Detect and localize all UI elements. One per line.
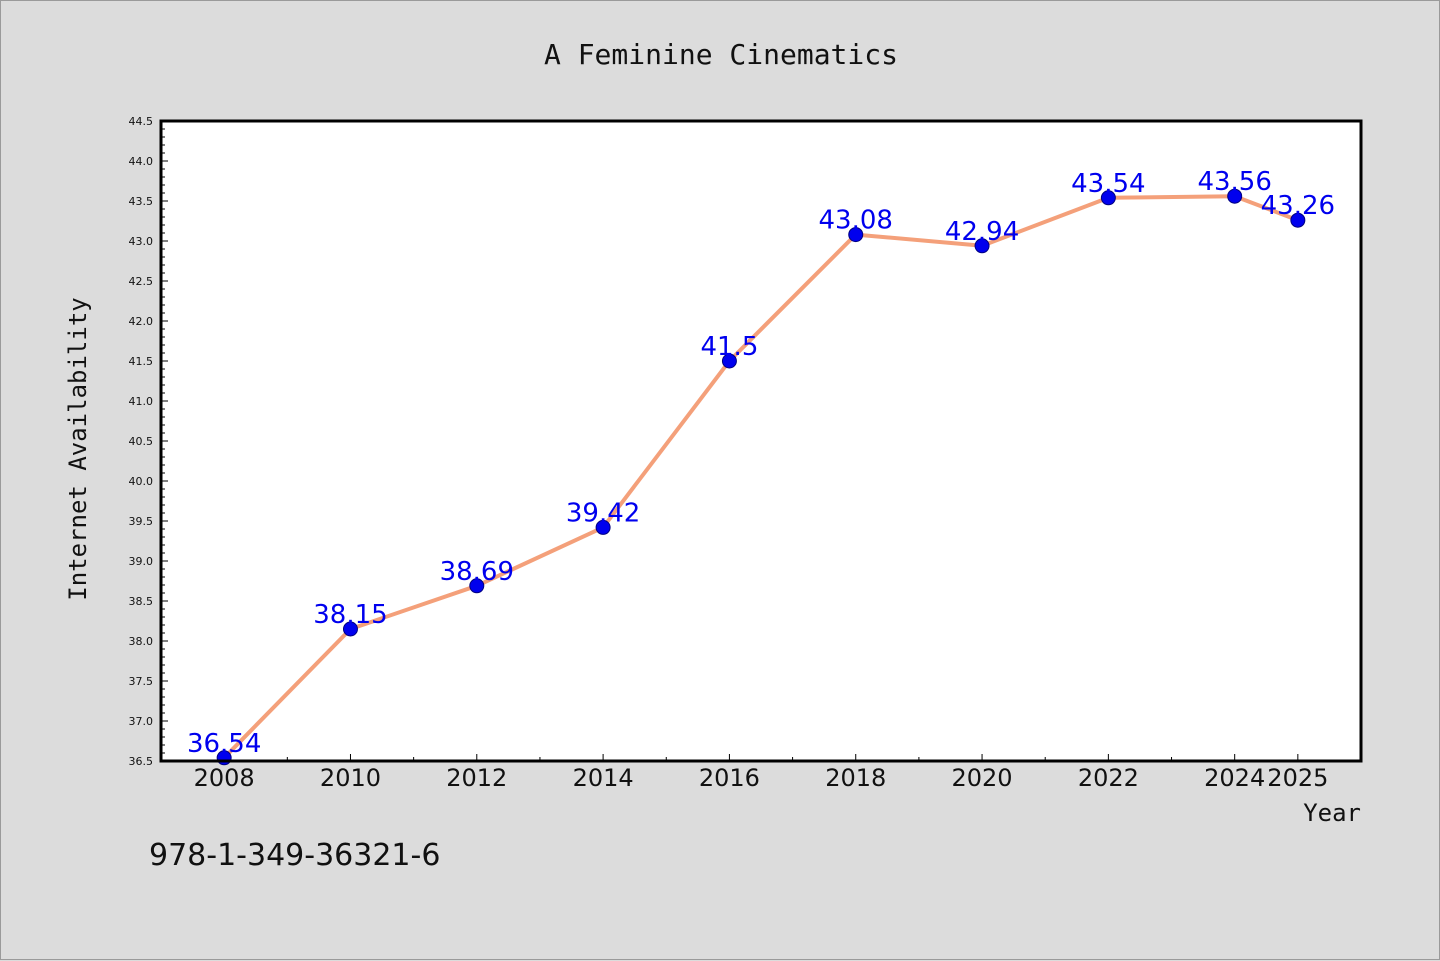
y-tick-label: 44.0 xyxy=(129,155,154,168)
y-tick-label: 41.0 xyxy=(129,395,154,408)
chart-title: A Feminine Cinematics xyxy=(544,38,898,71)
y-tick-label: 40.5 xyxy=(129,435,154,448)
data-point xyxy=(974,238,990,254)
x-tick-label: 2016 xyxy=(699,764,760,792)
x-tick-label: 2010 xyxy=(320,764,381,792)
y-tick-label: 42.0 xyxy=(129,315,154,328)
y-tick-label: 39.5 xyxy=(129,515,154,528)
data-label: 41.5 xyxy=(700,332,758,362)
x-ticks: 2008 2010 2012 2014 2016 2018 2020 2022 2024 2025 xyxy=(194,754,1328,792)
x-tick-label: 2014 xyxy=(573,764,634,792)
y-axis-label: Internet Availability xyxy=(64,297,92,600)
x-tick-label: 2008 xyxy=(194,764,255,792)
series-markers xyxy=(216,188,1306,766)
data-label: 39.42 xyxy=(566,498,640,528)
data-label: 43.56 xyxy=(1197,167,1271,197)
y-tick-label: 43.5 xyxy=(129,195,154,208)
data-point xyxy=(342,621,358,637)
y-tick-label: 44.5 xyxy=(129,115,154,128)
data-labels: 36.54 38.15 38.69 39.42 41.5 43.08 42.94 43.54 4… xyxy=(187,167,1335,759)
series-line xyxy=(222,194,1300,760)
x-tick-label: 2018 xyxy=(825,764,886,792)
y-tick-label: 42.5 xyxy=(129,275,154,288)
y-tick-label: 40.0 xyxy=(129,475,154,488)
plot-border xyxy=(159,119,1363,763)
isbn-text: 978-1-349-36321-6 xyxy=(149,838,440,873)
data-point xyxy=(721,353,737,369)
x-tick-label: 2022 xyxy=(1078,764,1139,792)
data-label: 43.26 xyxy=(1261,191,1335,221)
data-label: 36.54 xyxy=(187,729,261,759)
x-tick-label: 2012 xyxy=(446,764,507,792)
x-tick-label: 2020 xyxy=(952,764,1013,792)
data-label: 38.15 xyxy=(313,600,387,630)
data-point xyxy=(1100,190,1116,206)
y-tick-label: 37.0 xyxy=(129,715,154,728)
data-label: 38.69 xyxy=(440,557,514,587)
y-tick-label: 39.0 xyxy=(129,555,154,568)
data-label: 43.08 xyxy=(819,206,893,236)
x-tick-label: 2024 xyxy=(1204,764,1265,792)
plot-area xyxy=(161,121,1361,761)
y-tick-label: 37.5 xyxy=(129,675,154,688)
data-point xyxy=(469,578,485,594)
x-axis-label: Year xyxy=(1303,799,1361,827)
x-tick-label: 2025 xyxy=(1267,764,1328,792)
data-label: 43.54 xyxy=(1071,169,1145,199)
data-point xyxy=(1227,188,1243,204)
data-point xyxy=(848,227,864,243)
y-tick-label: 38.5 xyxy=(129,595,154,608)
y-tick-label: 38.0 xyxy=(129,635,154,648)
data-point xyxy=(1290,212,1306,228)
data-label: 42.94 xyxy=(945,217,1019,247)
y-tick-label: 36.5 xyxy=(129,755,154,768)
y-tick-label: 41.5 xyxy=(129,355,154,368)
y-tick-label: 43.0 xyxy=(129,235,154,248)
data-point xyxy=(595,519,611,535)
